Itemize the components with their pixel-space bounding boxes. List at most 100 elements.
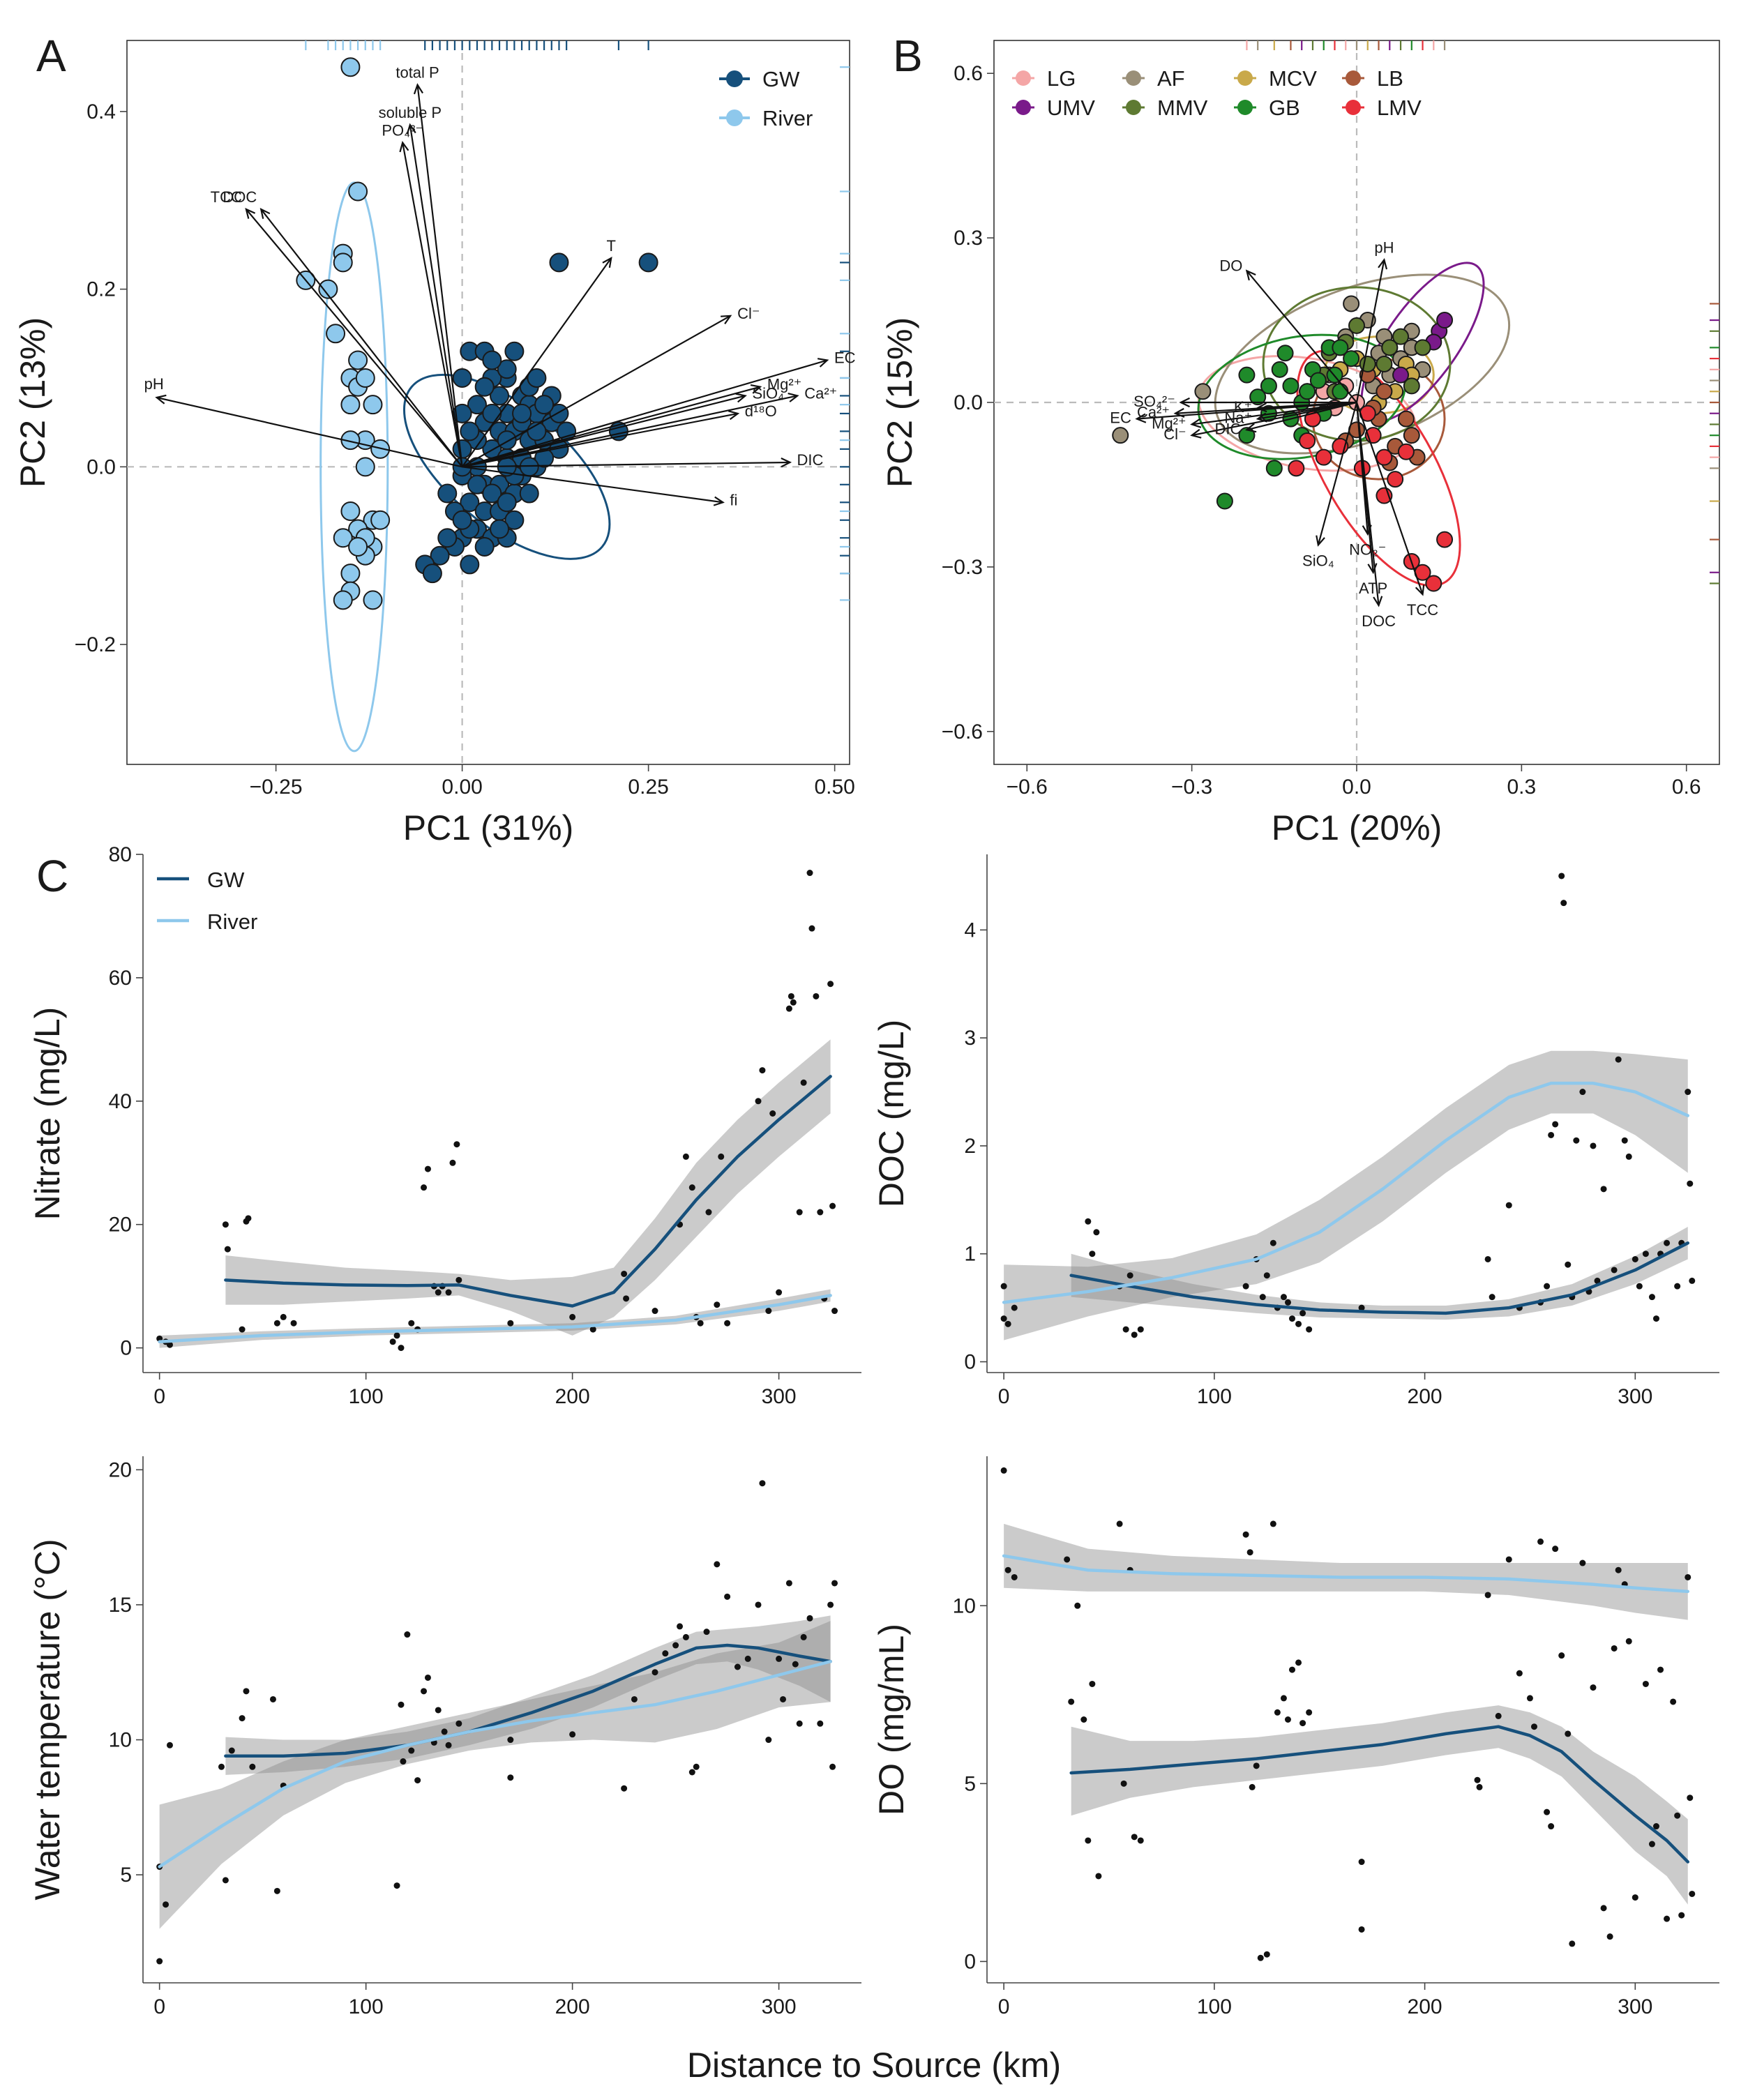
loading-arrow-ph — [1355, 258, 1388, 403]
data-point-gb — [1265, 460, 1283, 477]
data-point-mmv — [1414, 339, 1431, 356]
data-point — [1137, 1837, 1144, 1844]
x-tick-label: 0.6 — [1672, 776, 1701, 799]
data-point — [421, 1688, 428, 1695]
data-point — [621, 1785, 628, 1792]
data-point — [1476, 1783, 1483, 1790]
y-tick-label: 0.2 — [86, 278, 116, 301]
loading-label-ec: EC — [1110, 409, 1131, 427]
data-point — [1548, 1131, 1555, 1138]
loading-arrow-shaft — [462, 386, 761, 468]
data-point — [796, 1720, 803, 1727]
legend-key-marker — [726, 109, 743, 126]
panel-c-nitrate: C 0 100 200 300 0 20 40 60 80 Nitrate (mg/L) GW Rive… — [28, 843, 861, 1408]
data-point — [424, 1674, 431, 1681]
x-tick-label: 200 — [555, 1385, 590, 1408]
y-tick-label: −0.3 — [942, 556, 983, 579]
data-point-river — [370, 510, 391, 530]
data-point — [1011, 1573, 1018, 1580]
data-point — [1687, 1795, 1694, 1801]
data-point-river — [326, 324, 346, 344]
x-tick-label: 0.3 — [1507, 776, 1537, 799]
data-point — [1657, 1666, 1664, 1673]
data-point — [408, 1320, 415, 1327]
data-point — [831, 1580, 838, 1587]
loading-arrow-head — [1415, 584, 1425, 596]
data-point — [1505, 1556, 1512, 1563]
x-axis-title: Distance to Source (km) — [687, 2046, 1061, 2085]
data-point — [1280, 1294, 1287, 1301]
data-point — [688, 1769, 695, 1776]
y-axis-title: PC2 (13%) — [13, 317, 52, 488]
data-point-gb — [1299, 383, 1316, 400]
data-point — [435, 1289, 442, 1296]
y-tick-label: 0.3 — [954, 227, 983, 250]
loading-arrow-t — [461, 256, 612, 467]
data-point — [631, 1695, 638, 1702]
data-point — [1000, 1467, 1007, 1474]
x-tick-label: 200 — [1408, 1995, 1442, 2018]
data-point-gw — [467, 474, 487, 494]
loading-arrow-shaft — [1258, 401, 1357, 420]
loading-label-doc: DOC — [223, 188, 257, 206]
confidence-band-gw — [225, 1039, 831, 1336]
data-point — [831, 1308, 838, 1315]
data-point-lmv — [1315, 448, 1332, 466]
data-point — [1116, 1520, 1123, 1527]
data-point — [780, 1695, 787, 1702]
loading-arrow-head — [155, 394, 167, 405]
y-axis-title: Water temperature (°C) — [28, 1539, 67, 1900]
data-point — [1064, 1556, 1071, 1563]
data-point — [1131, 1331, 1138, 1338]
legend-label: GW — [762, 67, 800, 91]
data-point — [1137, 1326, 1144, 1333]
data-point — [776, 1655, 783, 1662]
data-point — [1579, 1089, 1586, 1096]
data-point-gb — [1249, 388, 1267, 406]
data-point — [1095, 1873, 1102, 1880]
loading-arrow-shaft — [461, 257, 612, 467]
data-point — [1590, 1684, 1597, 1691]
loading-label-sio: SiO₄ — [752, 384, 784, 402]
data-point — [724, 1593, 731, 1600]
data-point — [1590, 1142, 1597, 1149]
data-point — [1263, 1272, 1270, 1279]
data-point — [1358, 1859, 1365, 1866]
loading-label-atp: ATP — [1359, 580, 1387, 597]
loading-arrow-shaft — [462, 395, 798, 468]
data-point — [1085, 1837, 1092, 1844]
data-point — [682, 1153, 689, 1160]
data-point — [1606, 1933, 1613, 1940]
data-point-gw — [474, 377, 495, 397]
data-point-gw — [638, 252, 658, 273]
data-point — [569, 1313, 576, 1320]
data-point — [769, 1110, 776, 1117]
data-point — [1484, 1592, 1491, 1599]
loading-arrow-head — [817, 358, 829, 368]
x-tick-label: 300 — [1618, 1385, 1652, 1408]
loading-arrow-head — [1367, 563, 1378, 575]
y-tick-label: 20 — [109, 1458, 132, 1481]
data-point — [1642, 1680, 1649, 1687]
data-point — [273, 1887, 280, 1894]
data-point-gb — [1309, 372, 1327, 389]
y-axis-title: DOC (mg/L) — [872, 1020, 911, 1207]
data-point — [1625, 1153, 1632, 1160]
data-point — [734, 1663, 741, 1670]
loading-arrow-head — [399, 140, 409, 153]
data-point-gw — [430, 545, 450, 566]
data-point-lb — [1403, 427, 1420, 444]
data-point — [1249, 1783, 1256, 1790]
data-point — [455, 1720, 462, 1727]
data-point — [1632, 1255, 1638, 1262]
data-point — [718, 1153, 725, 1160]
data-point — [1642, 1251, 1649, 1257]
smooth-line-river-smooth — [1002, 1554, 1689, 1594]
data-point-river — [348, 350, 368, 370]
loading-label-fi: fi — [730, 491, 737, 508]
data-point — [800, 1079, 807, 1086]
data-point — [1299, 1310, 1306, 1317]
x-tick-label: −0.3 — [1171, 776, 1212, 799]
data-point — [1358, 1926, 1365, 1933]
loading-arrow-do — [1245, 269, 1357, 403]
